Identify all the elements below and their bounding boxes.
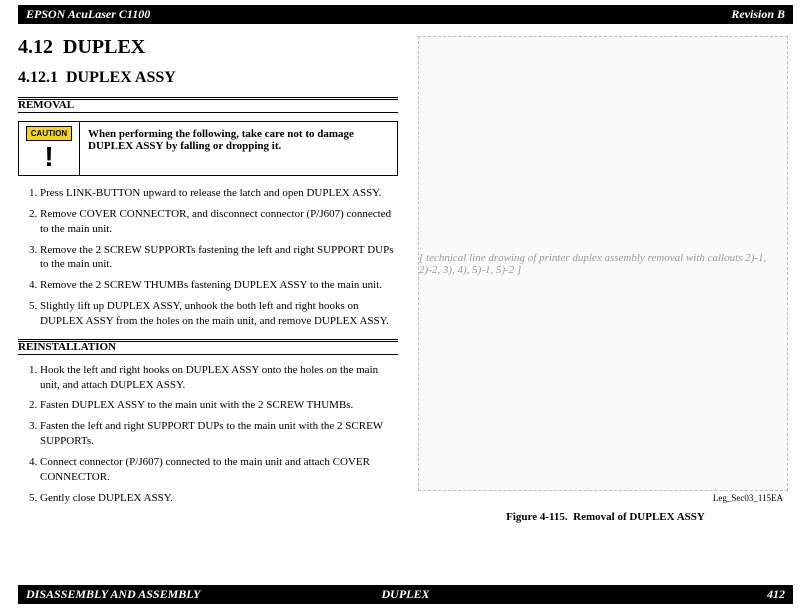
page-content: 4.12 DUPLEX 4.12.1 DUPLEX ASSY REMOVAL C… (18, 24, 793, 523)
footer-section: DUPLEX (382, 587, 430, 602)
subsection-title: DUPLEX ASSY (66, 69, 176, 86)
footer-chapter: DISASSEMBLY AND ASSEMBLY (26, 587, 201, 602)
list-item: Gently close DUPLEX ASSY. (40, 491, 398, 506)
list-item: Remove the 2 SCREW THUMBs fastening DUPL… (40, 278, 398, 293)
caution-box: CAUTION ! When performing the following,… (18, 121, 398, 176)
text-column: 4.12 DUPLEX 4.12.1 DUPLEX ASSY REMOVAL C… (18, 36, 398, 523)
footer-page-number: 412 (767, 587, 785, 602)
list-item: Fasten the left and right SUPPORT DUPs t… (40, 419, 398, 449)
figure-title: Removal of DUPLEX ASSY (573, 511, 705, 523)
subsection-number: 4.12.1 (18, 69, 58, 86)
list-item: Fasten DUPLEX ASSY to the main unit with… (40, 398, 398, 413)
subsection-heading: 4.12.1 DUPLEX ASSY (18, 69, 398, 87)
figure-column: [ technical line drawing of printer dupl… (418, 36, 793, 523)
doc-revision: Revision B (731, 7, 785, 22)
list-item: Remove COVER CONNECTOR, and disconnect c… (40, 207, 398, 237)
footer-bar: DISASSEMBLY AND ASSEMBLY DUPLEX 412 (18, 585, 793, 604)
reinstall-heading: REINSTALLATION (18, 339, 398, 355)
removal-steps-list: Press LINK-BUTTON upward to release the … (18, 186, 398, 329)
warning-icon: ! (44, 143, 53, 171)
caution-text: When performing the following, take care… (79, 122, 397, 175)
removal-heading: REMOVAL (18, 97, 398, 113)
header-bar: EPSON AcuLaser C1100 Revision B (18, 5, 793, 24)
caution-badge: CAUTION (26, 126, 72, 141)
figure-illustration: [ technical line drawing of printer dupl… (418, 36, 788, 491)
doc-title: EPSON AcuLaser C1100 (26, 7, 150, 22)
figure-reference-code: Leg_Sec03_115EA (418, 493, 793, 503)
reinstall-steps-list: Hook the left and right hooks on DUPLEX … (18, 363, 398, 506)
figure-caption: Figure 4-115. Removal of DUPLEX ASSY (418, 511, 793, 523)
list-item: Hook the left and right hooks on DUPLEX … (40, 363, 398, 393)
section-heading: 4.12 DUPLEX (18, 36, 398, 59)
section-title: DUPLEX (63, 36, 145, 58)
list-item: Connect connector (P/J607) connected to … (40, 455, 398, 485)
section-number: 4.12 (18, 36, 53, 58)
list-item: Remove the 2 SCREW SUPPORTs fastening th… (40, 243, 398, 273)
list-item: Slightly lift up DUPLEX ASSY, unhook the… (40, 299, 398, 329)
list-item: Press LINK-BUTTON upward to release the … (40, 186, 398, 201)
figure-number: Figure 4-115. (506, 511, 568, 523)
caution-label-area: CAUTION ! (19, 122, 79, 175)
